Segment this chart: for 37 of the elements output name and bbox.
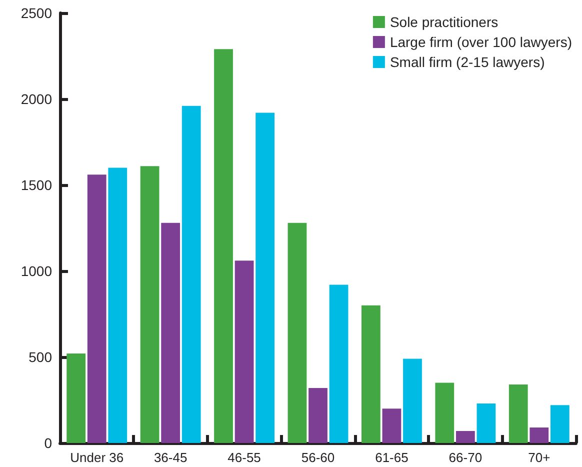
bar	[161, 222, 180, 443]
bar	[435, 382, 454, 443]
bar	[234, 260, 254, 443]
bar	[140, 166, 160, 443]
bar	[456, 430, 475, 443]
x-tick-label: Under 36	[70, 450, 124, 465]
bar	[66, 354, 86, 443]
legend-label: Sole practitioners	[390, 14, 498, 30]
x-tick-label: 46-55	[228, 450, 261, 465]
bar	[182, 106, 201, 443]
bar	[403, 358, 422, 443]
x-tick-label: 36-45	[154, 450, 188, 465]
bar	[550, 405, 570, 443]
bar	[508, 384, 528, 443]
x-tick-label: 66-70	[448, 450, 482, 465]
bar	[329, 284, 348, 443]
x-tick-label: 61-65	[375, 450, 408, 465]
y-tick-label: 500	[28, 349, 52, 365]
bar	[288, 222, 307, 443]
y-tick-label: 1000	[20, 263, 52, 279]
bar	[87, 174, 106, 443]
y-tick-label: 0	[44, 435, 52, 451]
y-tick-label: 1500	[20, 177, 52, 193]
bar	[108, 168, 128, 443]
y-tick-label: 2500	[20, 5, 52, 21]
bar	[308, 388, 328, 443]
bar	[382, 408, 402, 443]
bar	[214, 49, 233, 443]
legend-label: Large firm (over 100 lawyers)	[390, 34, 572, 50]
bar	[361, 305, 380, 443]
y-tick-label: 2000	[20, 91, 52, 107]
x-tick-label: 56-60	[301, 450, 335, 465]
x-tick-label: 70+	[528, 450, 550, 465]
bar	[530, 428, 549, 443]
bar	[476, 403, 496, 443]
legend-label: Small firm (2-15 lawyers)	[390, 54, 545, 70]
bar	[256, 112, 275, 443]
